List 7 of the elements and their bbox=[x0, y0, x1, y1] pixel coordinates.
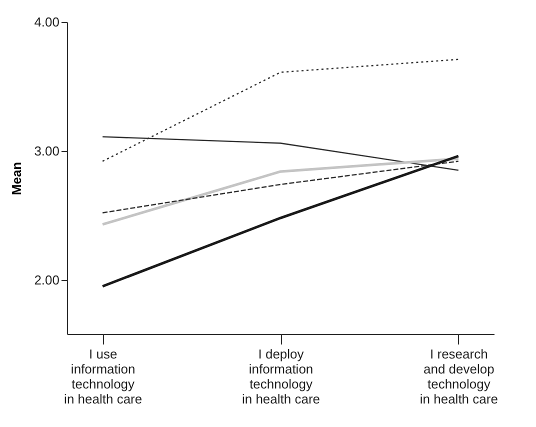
x-tick-label: I research and develop technology in health care bbox=[420, 346, 498, 406]
x-tick-label: I deploy information technology in health care bbox=[242, 346, 320, 406]
y-axis-title: Mean bbox=[9, 162, 24, 196]
y-tick-label: 2.00 bbox=[34, 272, 60, 288]
x-tick-label: I use information technology in health care bbox=[64, 346, 142, 406]
y-tick-label: 3.00 bbox=[34, 143, 60, 158]
y-tick-label: 4.00 bbox=[34, 14, 60, 30]
